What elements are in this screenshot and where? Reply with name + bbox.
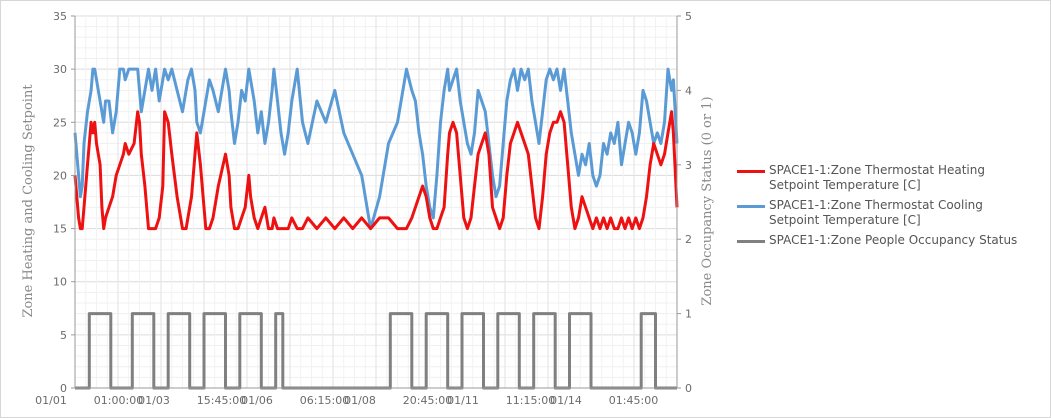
legend-item-occupancy[interactable]: SPACE1-1:Zone People Occupancy Status bbox=[737, 233, 1037, 248]
legend: SPACE1-1:Zone Thermostat Heating Setpoin… bbox=[737, 163, 1037, 253]
y-tick-label: 20 bbox=[53, 169, 67, 182]
y-tick-label: 0 bbox=[60, 382, 67, 395]
y2-tick-label: 0 bbox=[685, 382, 692, 395]
y-axis-title: Zone Heating and Cooling Setpoint bbox=[21, 84, 36, 318]
y-tick-label: 15 bbox=[53, 223, 67, 236]
x-tick-label: 06:15:00 bbox=[300, 394, 349, 407]
legend-label-occupancy: SPACE1-1:Zone People Occupancy Status bbox=[769, 233, 1018, 247]
y-tick-label: 35 bbox=[53, 10, 67, 23]
y-tick-label: 25 bbox=[53, 116, 67, 129]
y2-tick-label: 5 bbox=[685, 10, 692, 23]
x-tick-label: 01/06 bbox=[241, 394, 273, 407]
y2-tick-label: 2 bbox=[685, 233, 692, 246]
x-tick-label: 20:45:00 bbox=[403, 394, 452, 407]
x-tick-label: 15:45:00 bbox=[197, 394, 246, 407]
legend-item-heating[interactable]: SPACE1-1:Zone Thermostat Heating Setpoin… bbox=[737, 163, 1037, 193]
x-tick-label: 01/01 bbox=[35, 394, 67, 407]
y-tick-label: 30 bbox=[53, 63, 67, 76]
legend-label-cooling: SPACE1-1:Zone Thermostat Cooling Setpoin… bbox=[769, 198, 983, 227]
x-tick-label: 01/03 bbox=[138, 394, 170, 407]
y2-tick-label: 1 bbox=[685, 308, 692, 321]
x-tick-label: 01/11 bbox=[447, 394, 479, 407]
legend-swatch-occupancy bbox=[737, 240, 765, 243]
x-tick-label: 01:00:00 bbox=[94, 394, 143, 407]
y2-axis-title: Zone Occupancy Status (0 or 1) bbox=[700, 96, 715, 305]
x-tick-label: 01:45:00 bbox=[609, 394, 658, 407]
legend-swatch-cooling bbox=[737, 205, 765, 208]
y-tick-label: 5 bbox=[60, 329, 67, 342]
y2-tick-label: 4 bbox=[685, 84, 692, 97]
series-line-heating bbox=[73, 110, 679, 231]
series-line-cooling bbox=[73, 67, 679, 231]
legend-label-heating: SPACE1-1:Zone Thermostat Heating Setpoin… bbox=[769, 163, 985, 192]
x-tick-label: 01/14 bbox=[550, 394, 582, 407]
y-tick-label: 10 bbox=[53, 276, 67, 289]
legend-item-cooling[interactable]: SPACE1-1:Zone Thermostat Cooling Setpoin… bbox=[737, 198, 1037, 228]
legend-swatch-heating bbox=[737, 170, 765, 173]
x-tick-label: 01/08 bbox=[344, 394, 376, 407]
y2-tick-label: 3 bbox=[685, 159, 692, 172]
x-tick-label: 11:15:00 bbox=[506, 394, 555, 407]
